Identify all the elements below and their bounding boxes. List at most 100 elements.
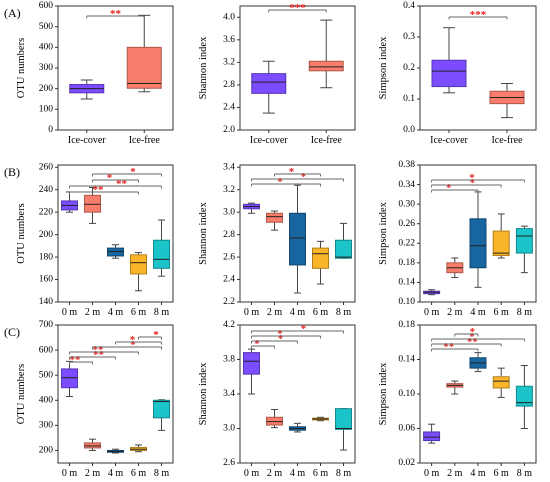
x-tick-label: Ice-cover <box>250 135 288 146</box>
y-tick-label: 0.06 <box>398 424 415 434</box>
chart-panel-5: 2.2 2.4 2.6 2.8 3.0 3.2 3.4 Shannon index 0 m 2 m… <box>198 162 356 318</box>
y-tick-label: 0.14 <box>398 355 415 365</box>
y-tick-label: 600 <box>39 345 54 355</box>
box-iqr <box>515 385 533 407</box>
y-tick-label: 0.26 <box>398 219 415 229</box>
y-tick-label: 2.6 <box>223 252 235 262</box>
box-1 <box>61 191 78 213</box>
box-3 <box>289 422 306 433</box>
y-tick-label: 2.4 <box>223 275 235 285</box>
chart-panel-7: (C) 200 300 400 500 600 700 OTU numbers 0 m 2 m 4 … <box>4 320 174 479</box>
y-tick-label: 3.0 <box>223 207 235 217</box>
box-1 <box>69 79 105 100</box>
box-iqr <box>308 60 344 72</box>
significance-label: * <box>254 338 260 350</box>
box-iqr <box>61 368 78 389</box>
significance-label: ** <box>110 8 122 20</box>
y-tick-label: 700 <box>39 320 54 330</box>
plot-frame <box>57 324 174 464</box>
x-tick-label: 8 m <box>336 307 352 318</box>
y-axis-label: OTU numbers <box>16 364 27 424</box>
box-iqr <box>431 59 467 88</box>
x-tick-label: 4 m <box>290 468 306 479</box>
x-tick-label: 6 m <box>494 468 510 479</box>
y-tick-label: 3.2 <box>223 185 235 195</box>
y-tick-label: 300 <box>39 63 54 73</box>
y-tick-label: 180 <box>39 252 54 262</box>
y-tick-label: 0.30 <box>398 199 415 209</box>
y-axis-label: Shannon index <box>198 36 209 99</box>
significance-label: ** <box>70 354 82 366</box>
significance-label: ** <box>93 349 105 361</box>
x-tick-label: Ice-cover <box>430 135 468 146</box>
x-tick-label: 2 m <box>447 468 463 479</box>
y-tick-label: 400 <box>39 395 54 405</box>
y-tick-label: 0.34 <box>398 180 415 190</box>
box-2 <box>266 210 283 231</box>
box-iqr <box>289 212 306 266</box>
box-5 <box>153 399 170 431</box>
box-2 <box>446 380 464 395</box>
x-tick-label: 0 m <box>244 468 260 479</box>
y-tick-label: 0.14 <box>398 278 415 288</box>
significance-label: * <box>469 331 475 343</box>
box-iqr <box>492 230 510 257</box>
y-tick-label: 3.8 <box>223 355 235 365</box>
box-3 <box>469 352 487 373</box>
chart-panel-4: (B) 140 160 180 200 220 240 260 OTU numbers 0 m 2 … <box>4 162 174 318</box>
y-tick-label: 0.0 <box>403 125 415 135</box>
box-iqr <box>312 247 329 269</box>
x-tick-label: 8 m <box>154 468 170 479</box>
y-tick-label: 3.0 <box>223 424 235 434</box>
x-tick-label: 8 m <box>154 307 170 318</box>
significance-label: ** <box>93 184 105 196</box>
box-3 <box>469 191 487 288</box>
significance-label: * <box>130 166 136 178</box>
y-tick-label: 0.1 <box>403 94 415 104</box>
x-tick-label: 4 m <box>108 307 124 318</box>
y-axis-label: OTU numbers <box>16 38 27 98</box>
y-tick-label: 500 <box>39 22 54 32</box>
significance-label: * <box>470 177 476 189</box>
significance-label: ** <box>93 344 105 356</box>
significance-label: *** <box>289 2 306 14</box>
y-tick-label: 0.22 <box>398 238 415 248</box>
y-tick-label: 2.0 <box>223 125 235 135</box>
x-tick-label: Ice-free <box>129 135 161 146</box>
box-1 <box>431 27 467 94</box>
box-1 <box>243 348 260 395</box>
x-tick-label: 6 m <box>494 307 510 318</box>
y-tick-label: 300 <box>39 421 54 431</box>
box-4 <box>492 367 510 398</box>
x-tick-label: 2 m <box>85 468 101 479</box>
y-axis-label: Simpson index <box>378 36 389 99</box>
y-tick-label: 3.4 <box>223 162 235 172</box>
x-tick-label: Ice-cover <box>68 135 106 146</box>
box-4 <box>492 213 510 259</box>
box-5 <box>153 219 170 277</box>
box-2 <box>446 257 464 279</box>
x-tick-label: 0 m <box>244 307 260 318</box>
y-axis-label: Simpson index <box>378 362 389 425</box>
box-5 <box>515 365 533 429</box>
box-iqr <box>84 194 101 213</box>
y-tick-label: 200 <box>39 446 54 456</box>
chart-panel-9: 0.02 0.06 0.10 0.14 0.18 Simpson index 0 m 2 m 4… <box>378 320 537 479</box>
y-tick-label: 2.4 <box>223 103 235 113</box>
box-iqr <box>335 408 352 430</box>
box-iqr <box>515 228 533 254</box>
x-tick-label: 0 m <box>424 307 440 318</box>
x-tick-label: Ice-free <box>491 135 523 146</box>
box-1 <box>423 423 441 444</box>
box-5 <box>515 225 533 274</box>
y-axis-label: Shannon index <box>198 362 209 425</box>
y-tick-label: 0.18 <box>398 258 415 268</box>
significance-label: * <box>469 172 475 184</box>
y-tick-label: 2.6 <box>223 458 235 468</box>
significance-label: * <box>130 339 136 351</box>
y-tick-label: 600 <box>39 1 54 11</box>
significance-label: *** <box>470 9 487 21</box>
y-tick-label: 0.10 <box>398 297 415 307</box>
x-tick-label: 2 m <box>267 468 283 479</box>
